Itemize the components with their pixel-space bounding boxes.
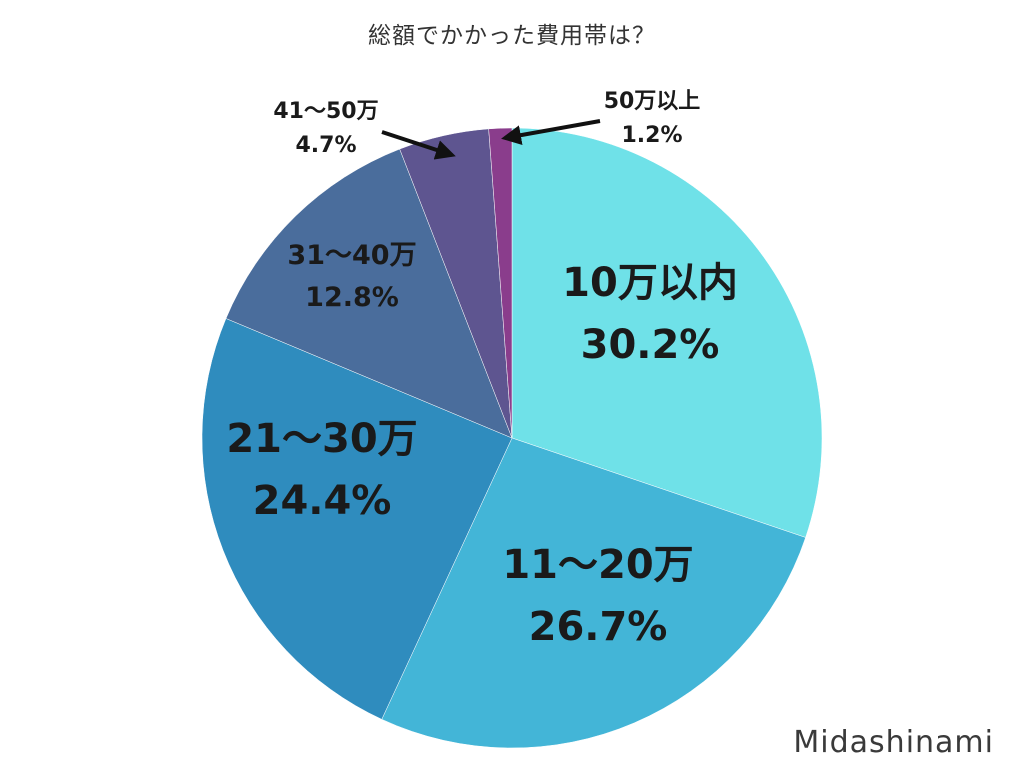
pie-slice <box>511 127 823 538</box>
watermark: Midashinami <box>793 725 994 760</box>
slice-category-label: 31〜40万 <box>287 240 416 271</box>
slice-label: 31〜40万 12.8% <box>287 240 416 313</box>
slice-category-label: 50万以上 <box>604 89 701 114</box>
slice-value-label: 26.7% <box>529 604 668 650</box>
slice-value-label: 24.4% <box>253 478 392 524</box>
pie-slice <box>381 437 806 749</box>
pie-slice <box>201 318 513 720</box>
slice-category-label: 11〜20万 <box>502 542 693 588</box>
slice-label: 21〜30万 24.4% <box>226 416 417 524</box>
slice-value-label: 30.2% <box>581 322 720 368</box>
slice-category-label: 21〜30万 <box>226 416 417 462</box>
chart-title: 総額でかかった費用帯は？ <box>368 23 656 49</box>
pie-slice <box>225 148 513 439</box>
slice-label: 50万以上 1.2% <box>604 89 701 148</box>
callout-arrow <box>381 130 456 160</box>
slice-label: 41〜50万 4.7% <box>273 99 378 158</box>
slice-label: 11〜20万 26.7% <box>502 542 693 650</box>
slice-label: 10万以内 30.2% <box>562 260 738 368</box>
slice-category-label: 10万以内 <box>562 260 738 306</box>
slice-value-label: 12.8% <box>305 282 399 313</box>
slice-category-label: 41〜50万 <box>273 99 378 124</box>
slice-value-label: 4.7% <box>295 133 356 158</box>
slice-value-label: 1.2% <box>621 123 682 148</box>
callout-arrow <box>501 119 601 146</box>
